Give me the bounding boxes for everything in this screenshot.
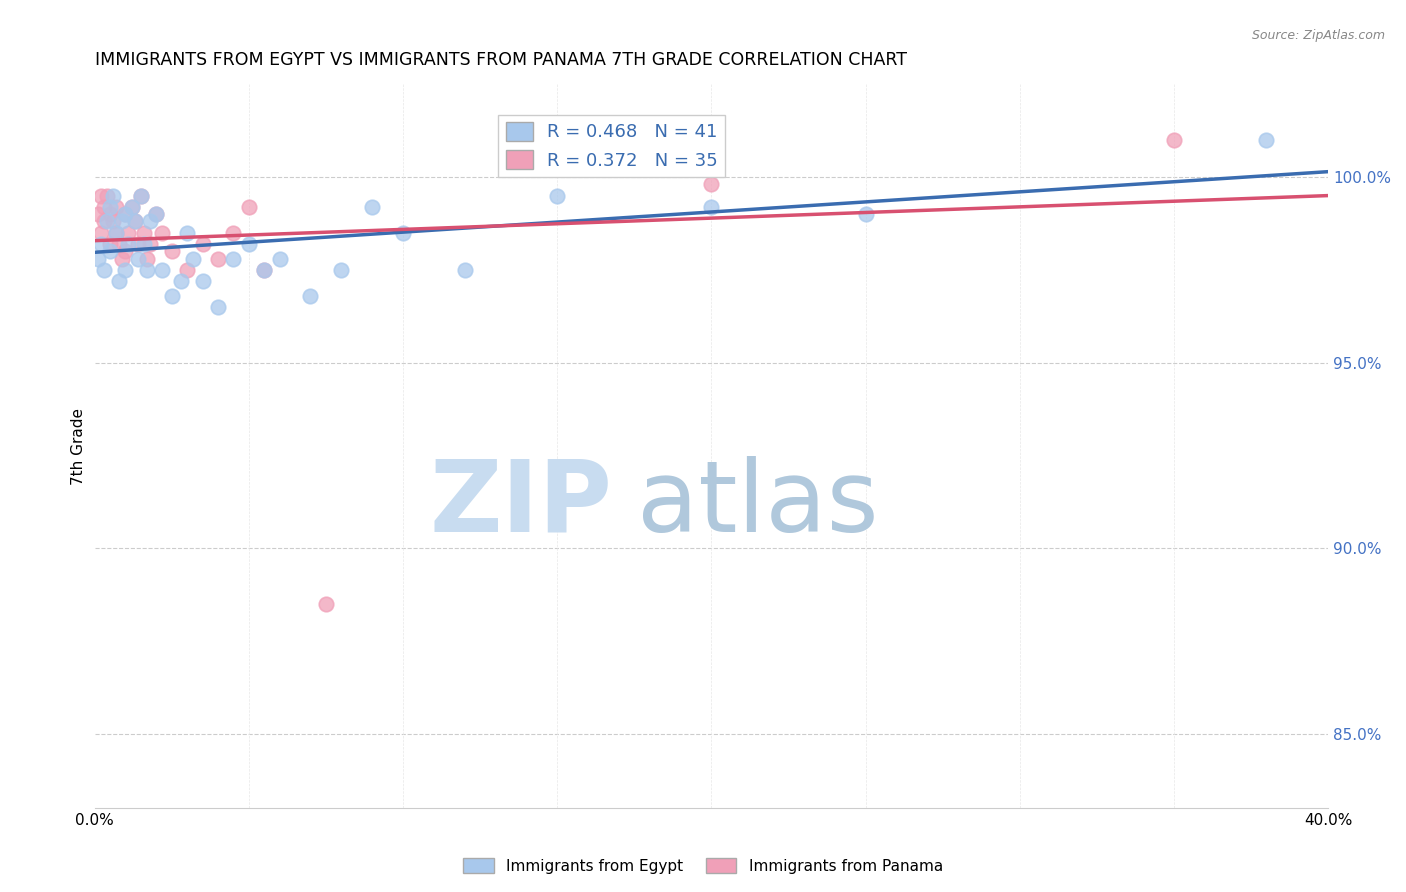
Point xyxy=(170,274,193,288)
Point xyxy=(132,226,155,240)
Point xyxy=(207,252,229,266)
Text: atlas: atlas xyxy=(637,456,879,552)
Text: Source: ZipAtlas.com: Source: ZipAtlas.com xyxy=(1251,29,1385,42)
Point xyxy=(101,188,124,202)
Point xyxy=(90,236,112,251)
Point xyxy=(152,262,174,277)
Point xyxy=(1163,133,1185,147)
Point xyxy=(129,188,152,202)
Point xyxy=(129,188,152,202)
Point xyxy=(124,214,146,228)
Point xyxy=(253,262,276,277)
Point xyxy=(96,214,118,228)
Point xyxy=(160,289,183,303)
Point xyxy=(96,188,118,202)
Point xyxy=(139,214,162,228)
Legend: Immigrants from Egypt, Immigrants from Panama: Immigrants from Egypt, Immigrants from P… xyxy=(457,852,949,880)
Point xyxy=(114,207,136,221)
Point xyxy=(86,207,108,221)
Point xyxy=(114,207,136,221)
Point xyxy=(121,200,143,214)
Point xyxy=(114,244,136,259)
Point xyxy=(191,236,214,251)
Point xyxy=(98,207,121,221)
Point xyxy=(238,236,260,251)
Point xyxy=(269,252,291,266)
Text: IMMIGRANTS FROM EGYPT VS IMMIGRANTS FROM PANAMA 7TH GRADE CORRELATION CHART: IMMIGRANTS FROM EGYPT VS IMMIGRANTS FROM… xyxy=(94,51,907,69)
Point xyxy=(127,236,149,251)
Point xyxy=(136,252,159,266)
Point xyxy=(176,262,198,277)
Point xyxy=(145,207,167,221)
Text: ZIP: ZIP xyxy=(430,456,613,552)
Point xyxy=(207,300,229,314)
Point xyxy=(108,236,131,251)
Point xyxy=(101,214,124,228)
Point xyxy=(253,262,276,277)
Point xyxy=(98,200,121,214)
Point xyxy=(330,262,353,277)
Point xyxy=(315,597,337,611)
Point xyxy=(136,262,159,277)
Point xyxy=(191,274,214,288)
Point xyxy=(90,226,112,240)
Point xyxy=(176,226,198,240)
Point xyxy=(546,188,568,202)
Point xyxy=(181,252,204,266)
Y-axis label: 7th Grade: 7th Grade xyxy=(72,408,86,484)
Point xyxy=(108,274,131,288)
Point xyxy=(700,200,723,214)
Point xyxy=(222,226,245,240)
Point xyxy=(238,200,260,214)
Point xyxy=(361,200,384,214)
Point xyxy=(152,226,174,240)
Point xyxy=(98,236,121,251)
Point xyxy=(90,188,112,202)
Point xyxy=(105,200,128,214)
Point xyxy=(160,244,183,259)
Point xyxy=(114,262,136,277)
Point xyxy=(93,262,115,277)
Point xyxy=(453,262,475,277)
Point xyxy=(117,236,139,251)
Point xyxy=(1256,133,1278,147)
Legend: R = 0.468   N = 41, R = 0.372   N = 35: R = 0.468 N = 41, R = 0.372 N = 35 xyxy=(498,115,725,177)
Point xyxy=(93,214,115,228)
Point xyxy=(222,252,245,266)
Point xyxy=(105,226,128,240)
Point xyxy=(145,207,167,221)
Point xyxy=(700,178,723,192)
Point xyxy=(392,226,415,240)
Point xyxy=(855,207,877,221)
Point xyxy=(111,252,134,266)
Point xyxy=(98,244,121,259)
Point xyxy=(111,214,134,228)
Point xyxy=(117,226,139,240)
Point xyxy=(105,226,128,240)
Point xyxy=(121,200,143,214)
Point xyxy=(86,252,108,266)
Point xyxy=(299,289,322,303)
Point xyxy=(93,200,115,214)
Point xyxy=(127,252,149,266)
Point xyxy=(124,214,146,228)
Point xyxy=(139,236,162,251)
Point xyxy=(132,236,155,251)
